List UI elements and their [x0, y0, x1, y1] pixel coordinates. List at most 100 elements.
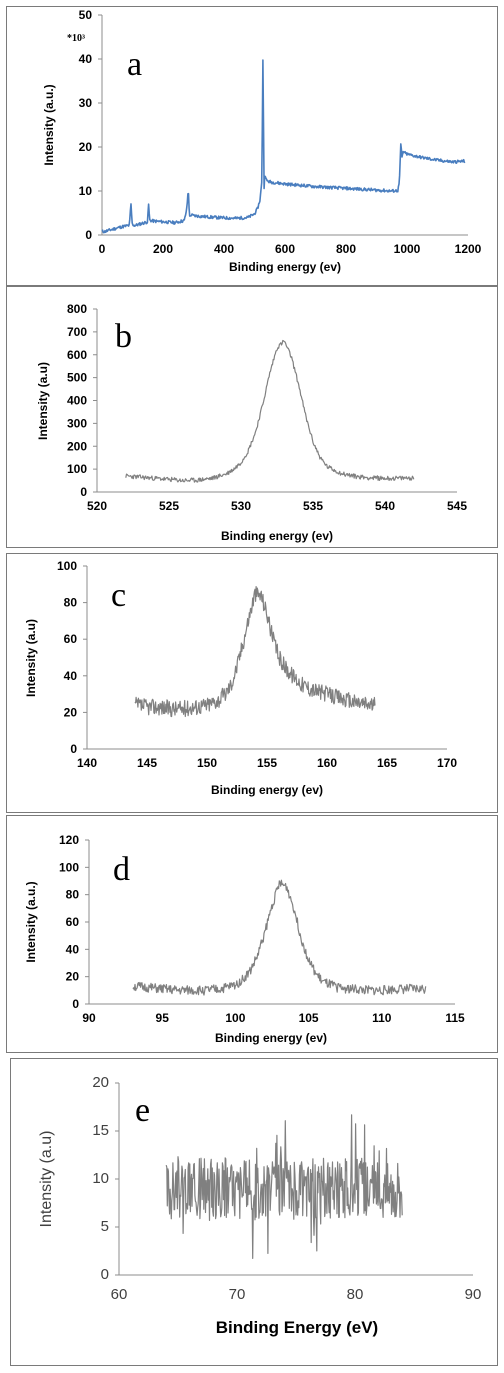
- y-tick-label: 800: [67, 302, 87, 316]
- series-marks: [101, 59, 466, 234]
- series-line: [125, 339, 415, 483]
- y-tick-label: 15: [92, 1122, 109, 1139]
- y-axis-label: Intensity (a.u.): [24, 881, 38, 962]
- x-tick-label: 600: [275, 242, 295, 256]
- y-tick-label: 700: [67, 325, 87, 339]
- y-axis-label: Intensity (a.u): [36, 362, 50, 440]
- y-axis-label: Intensity (a.u): [24, 619, 38, 697]
- y-tick-label: 40: [64, 669, 78, 683]
- y-tick-label: 600: [67, 348, 87, 362]
- panel-letter: a: [127, 46, 142, 83]
- y-tick-label: 100: [57, 559, 77, 573]
- panel-letter: e: [135, 1092, 150, 1129]
- y-tick-label: 200: [67, 439, 87, 453]
- y-tick-label: 300: [67, 416, 87, 430]
- x-tick-label: 800: [336, 242, 356, 256]
- y-tick-label: 20: [79, 140, 93, 154]
- y-tick-label: 500: [67, 371, 87, 385]
- x-tick-label: 155: [257, 756, 277, 770]
- y-tick-label: 5: [101, 1218, 109, 1235]
- y-tick-label: 80: [66, 888, 80, 902]
- chart-panel-c: 0 20 40 60 80 100 140 145 150 155 160 165 170 c Int…: [6, 553, 498, 813]
- series-line: [134, 585, 376, 718]
- x-tick-label: 400: [214, 242, 234, 256]
- y-tick-label: 20: [66, 970, 80, 984]
- panel-letter: b: [115, 318, 132, 355]
- series-marks: [132, 879, 427, 996]
- chart-panel-e: 0 5 10 15 20 60 70 80 90 e Intensity (a.u) Bind…: [10, 1058, 498, 1366]
- series-marks: [134, 585, 376, 718]
- panel-letter: d: [113, 851, 130, 888]
- y-tick-label: 10: [92, 1170, 109, 1187]
- x-tick-label: 0: [99, 242, 106, 256]
- y-tick-labels: 0 5 10 15 20: [92, 1074, 119, 1283]
- series-line: [101, 59, 466, 234]
- x-axis-label: Binding Energy (eV): [216, 1318, 378, 1337]
- x-axis-label: Binding energy (ev): [215, 1031, 327, 1045]
- y-tick-label: 0: [80, 485, 87, 499]
- y-tick-label: 0: [101, 1266, 109, 1283]
- x-axis-label: Binding energy (ev): [229, 260, 341, 274]
- y-tick-label: 0: [70, 742, 77, 756]
- x-axis-label: Binding energy (ev): [211, 783, 323, 797]
- x-tick-label: 90: [82, 1011, 96, 1025]
- y-tick-label: 50: [79, 8, 93, 22]
- y-axis-label: Intensity (a.u.): [42, 84, 56, 165]
- chart-e: 0 5 10 15 20 60 70 80 90 e Intensity (a.u) Bind…: [38, 1074, 482, 1337]
- x-tick-labels: 140 145 150 155 160 165 170: [77, 756, 457, 770]
- chart-panel-a: 0 10 20 30 40 50 0 200 400 600 800 1000 1200 a *10³…: [6, 6, 498, 286]
- chart-panel-b: 0 100 200 300 400 500 600 700 800 520 525 530 535 54…: [6, 286, 498, 548]
- x-tick-label: 70: [229, 1286, 246, 1303]
- x-tick-label: 80: [347, 1286, 364, 1303]
- x-tick-label: 140: [77, 756, 97, 770]
- x-tick-label: 150: [197, 756, 217, 770]
- y-tick-label: 400: [67, 394, 87, 408]
- x-tick-label: 535: [303, 499, 323, 513]
- y-tick-label: 80: [64, 596, 78, 610]
- y-tick-label: 100: [67, 462, 87, 476]
- x-tick-label: 525: [159, 499, 179, 513]
- y-axis-label: Intensity (a.u): [38, 1131, 55, 1228]
- x-tick-label: 200: [153, 242, 173, 256]
- x-tick-label: 160: [317, 756, 337, 770]
- x-tick-labels: 90 95 100 105 110 115: [82, 1011, 465, 1025]
- panel-letter: c: [111, 577, 126, 614]
- series-marks: [165, 1114, 403, 1259]
- x-tick-label: 115: [445, 1011, 465, 1025]
- y-tick-label: 0: [72, 997, 79, 1011]
- y-tick-labels: 0 20 40 60 80 100 120: [59, 833, 89, 1011]
- y-tick-label: 120: [59, 833, 79, 847]
- x-tick-label: 110: [372, 1011, 392, 1025]
- x-tick-label: 545: [447, 499, 467, 513]
- series-marks: [125, 339, 415, 483]
- x-tick-label: 1200: [455, 242, 482, 256]
- y-tick-labels: 0 20 40 60 80 100: [57, 559, 87, 756]
- chart-c: 0 20 40 60 80 100 140 145 150 155 160 165 170 c Int…: [24, 559, 457, 797]
- y-tick-label: 20: [92, 1074, 109, 1091]
- x-tick-label: 105: [299, 1011, 319, 1025]
- y-tick-label: 60: [66, 915, 80, 929]
- chart-b: 0 100 200 300 400 500 600 700 800 520 525 530 535 54…: [36, 302, 467, 543]
- y-tick-label: 20: [64, 705, 78, 719]
- x-tick-label: 530: [231, 499, 251, 513]
- x-tick-labels: 60 70 80 90: [111, 1286, 482, 1303]
- x-axis-label: Binding energy (ev): [221, 529, 333, 543]
- chart-panel-d: 0 20 40 60 80 100 120 90 95 100 105 110 115 d Inten…: [6, 815, 498, 1053]
- y-tick-label: 10: [79, 184, 93, 198]
- y-tick-label: 100: [59, 860, 79, 874]
- x-tick-label: 1000: [394, 242, 421, 256]
- x-tick-labels: 0 200 400 600 800 1000 1200: [99, 242, 482, 256]
- y-tick-label: 40: [66, 942, 80, 956]
- x-tick-label: 540: [375, 499, 395, 513]
- y-tick-label: 60: [64, 632, 78, 646]
- x-tick-label: 170: [437, 756, 457, 770]
- x-tick-label: 90: [465, 1286, 482, 1303]
- y-multiplier-label: *10³: [67, 33, 85, 44]
- y-tick-label: 40: [79, 52, 93, 66]
- x-tick-labels: 520 525 530 535 540 545: [87, 499, 467, 513]
- y-tick-labels: 0 10 20 30 40 50: [79, 8, 102, 242]
- y-tick-labels: 0 100 200 300 400 500 600 700 800: [67, 302, 97, 499]
- chart-d: 0 20 40 60 80 100 120 90 95 100 105 110 115 d Inten…: [24, 833, 465, 1045]
- x-tick-label: 60: [111, 1286, 128, 1303]
- chart-a: 0 10 20 30 40 50 0 200 400 600 800 1000 1200 a *10³…: [42, 8, 482, 274]
